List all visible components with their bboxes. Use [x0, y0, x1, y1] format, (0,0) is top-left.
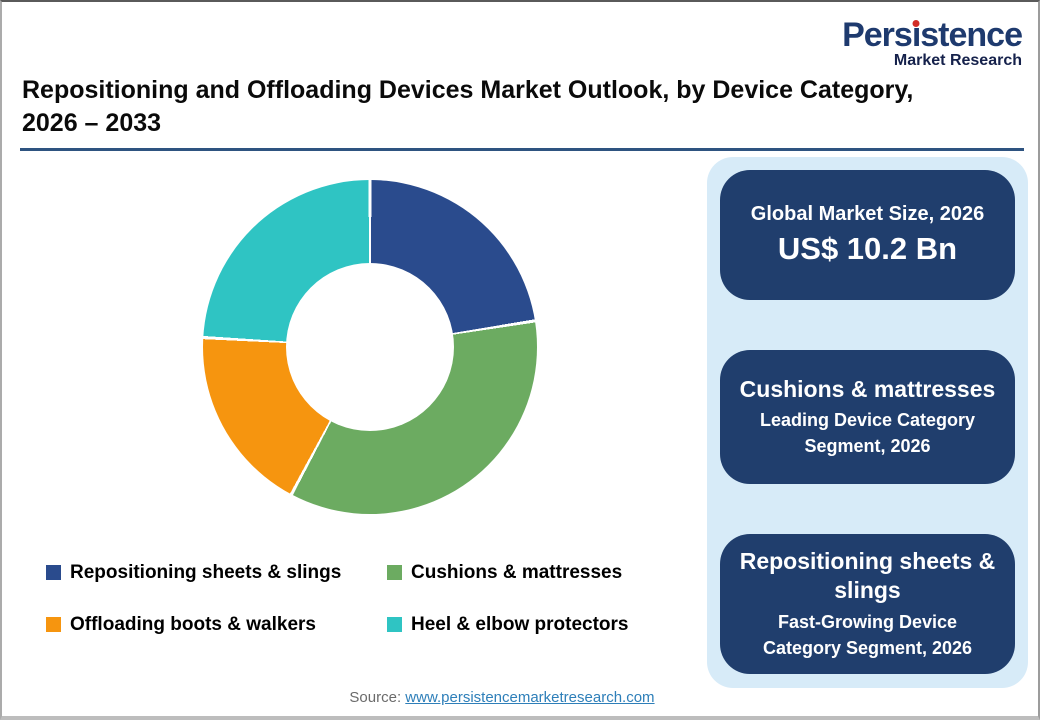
legend-item-heel-elbow: Heel & elbow protectors — [387, 614, 629, 636]
logo-red-dot — [912, 20, 920, 27]
source-link[interactable]: www.persistencemarketresearch.com — [405, 689, 655, 706]
logo-text-pre: Pers — [842, 16, 913, 54]
logo-text-post: stence — [920, 16, 1023, 54]
legend-label: Repositioning sheets & slings — [70, 562, 342, 583]
market-size-card: Global Market Size, 2026 US$ 10.2 Bn — [720, 170, 1015, 300]
highlights-panel: Global Market Size, 2026 US$ 10.2 Bn Cus… — [707, 157, 1028, 688]
legend-item-repositioning-sheets: Repositioning sheets & slings — [46, 562, 341, 584]
brand-logo-wordmark: Persı stence — [842, 16, 1023, 54]
fast-growing-segment-card: Repositioning sheets & slings Fast-Growi… — [720, 534, 1015, 674]
fast-growing-segment-subtitle: Fast-Growing Device Category Segment, 20… — [762, 611, 973, 658]
market-size-label: Global Market Size, 2026 — [750, 203, 985, 225]
page-title: Repositioning and Offloading Devices Mar… — [22, 74, 1022, 139]
leading-segment-heading: Cushions & mattresses — [739, 375, 996, 402]
source-label: Source: — [349, 689, 402, 706]
legend-label: Cushions & mattresses — [411, 562, 623, 583]
legend-swatch-orange — [46, 617, 61, 632]
leading-segment-subtitle: Leading Device Category Segment, 2026 — [759, 410, 976, 457]
brand-logo: Persı stence Market Research — [842, 16, 1023, 69]
logo-dotless-i: ı — [911, 16, 922, 54]
legend-swatch-blue — [46, 565, 61, 580]
brand-logo-tagline: Market Research — [893, 52, 1022, 69]
fast-growing-segment-heading: Repositioning sheets & slings — [739, 548, 996, 603]
legend-swatch-green — [387, 565, 402, 580]
title-underline — [20, 148, 1024, 151]
source-line: Source: www.persistencemarketresearch.co… — [2, 689, 1002, 706]
page-title-line2: 2026 – 2033 — [22, 108, 162, 137]
market-size-value: US$ 10.2 Bn — [777, 231, 958, 266]
legend-swatch-teal — [387, 617, 402, 632]
page-title-line1: Repositioning and Offloading Devices Mar… — [22, 76, 914, 104]
legend-label: Offloading boots & walkers — [70, 614, 316, 635]
donut-chart — [203, 180, 537, 514]
legend-label: Heel & elbow protectors — [411, 614, 629, 635]
legend-item-offloading-boots: Offloading boots & walkers — [46, 614, 316, 636]
leading-segment-card: Cushions & mattresses Leading Device Cat… — [720, 350, 1015, 484]
legend-item-cushions-mattresses: Cushions & mattresses — [387, 562, 622, 584]
logo-letter-i: ı — [911, 16, 922, 54]
